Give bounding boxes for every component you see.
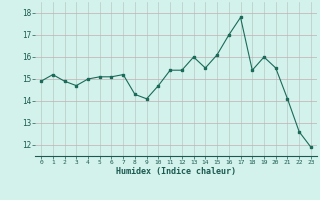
X-axis label: Humidex (Indice chaleur): Humidex (Indice chaleur) xyxy=(116,167,236,176)
